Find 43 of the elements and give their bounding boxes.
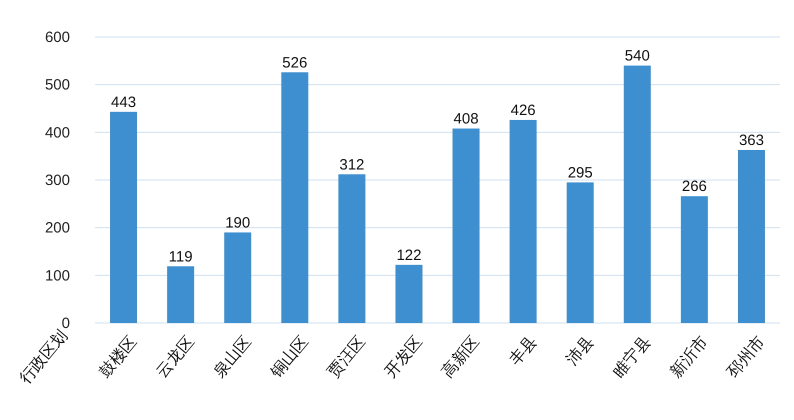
bar <box>452 128 480 323</box>
data-label: 526 <box>282 54 308 72</box>
bar <box>167 266 194 323</box>
bar <box>510 120 537 323</box>
bar <box>224 232 252 323</box>
bar <box>395 264 422 323</box>
data-label: 119 <box>168 248 193 266</box>
y-tick-label: 0 <box>62 315 70 332</box>
data-label: 408 <box>454 110 479 128</box>
x-tick-label: 贾汪区 <box>325 333 369 382</box>
x-tick-label: 云龙区 <box>153 332 198 382</box>
y-tick-label: 300 <box>44 172 70 189</box>
bar <box>338 174 366 323</box>
data-label: 190 <box>225 214 250 232</box>
bar <box>624 66 651 323</box>
bar <box>566 182 594 323</box>
bar <box>281 72 308 323</box>
bar <box>110 112 138 323</box>
x-tick-label: 泉山区 <box>210 332 255 382</box>
x-tick-label: 沛县 <box>562 332 598 369</box>
x-tick-label: 开发区 <box>382 333 426 382</box>
x-tick-label: 新沂市 <box>666 332 712 382</box>
data-label: 312 <box>339 156 364 174</box>
y-tick-label: 500 <box>44 76 70 94</box>
y-tick-label: 200 <box>44 220 70 237</box>
x-tick-label: 睢宁县 <box>610 332 654 382</box>
data-label: 540 <box>624 48 650 65</box>
data-label: 363 <box>738 132 764 149</box>
y-tick-label: 100 <box>44 267 70 284</box>
x-tick-label: 丰县 <box>506 332 540 369</box>
data-label: 443 <box>111 94 136 111</box>
data-label: 426 <box>510 102 536 119</box>
y-tick-label: 400 <box>44 124 70 142</box>
y-tick-label: 600 <box>44 29 70 46</box>
x-tick-label: 鼓楼区 <box>96 332 141 382</box>
bar <box>738 150 765 323</box>
data-label: 295 <box>568 164 593 182</box>
bar <box>680 196 708 323</box>
data-label: 266 <box>682 178 707 196</box>
data-label: 122 <box>396 246 422 264</box>
x-tick-label: 铜山区 <box>266 332 312 382</box>
x-tick-label: 高新区 <box>438 332 484 382</box>
x-tick-label: 邳州市 <box>724 332 768 382</box>
